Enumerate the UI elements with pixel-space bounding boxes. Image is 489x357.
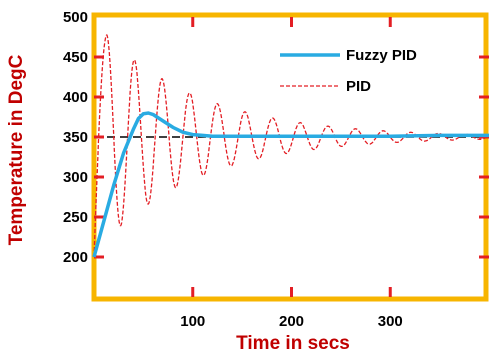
x-tick-label: 100 xyxy=(180,313,205,330)
series-fuzzy-pid-line xyxy=(92,111,489,258)
legend: Fuzzy PID PID xyxy=(280,47,417,95)
x-axis-title: Time in secs xyxy=(236,333,350,354)
y-tick-label: 200 xyxy=(63,249,88,266)
y-tick-label: 350 xyxy=(63,129,88,146)
tick-marks xyxy=(94,17,489,297)
legend-label-fuzzy-pid: Fuzzy PID xyxy=(346,47,417,64)
series-pid-line xyxy=(93,33,489,258)
y-tick-label: 400 xyxy=(63,89,88,106)
y-axis-title: Temperature in DegC xyxy=(6,54,27,245)
y-tick-label: 450 xyxy=(63,49,88,66)
tick-labels: 200 250 300 350 400 450 500 100 200 300 xyxy=(63,9,403,330)
x-tick-label: 200 xyxy=(279,313,304,330)
y-tick-label: 250 xyxy=(63,209,88,226)
y-tick-label: 300 xyxy=(63,169,88,186)
x-tick-label: 300 xyxy=(378,313,403,330)
y-tick-label: 500 xyxy=(63,9,88,26)
plot-frame xyxy=(91,12,489,302)
legend-label-pid: PID xyxy=(346,78,371,95)
